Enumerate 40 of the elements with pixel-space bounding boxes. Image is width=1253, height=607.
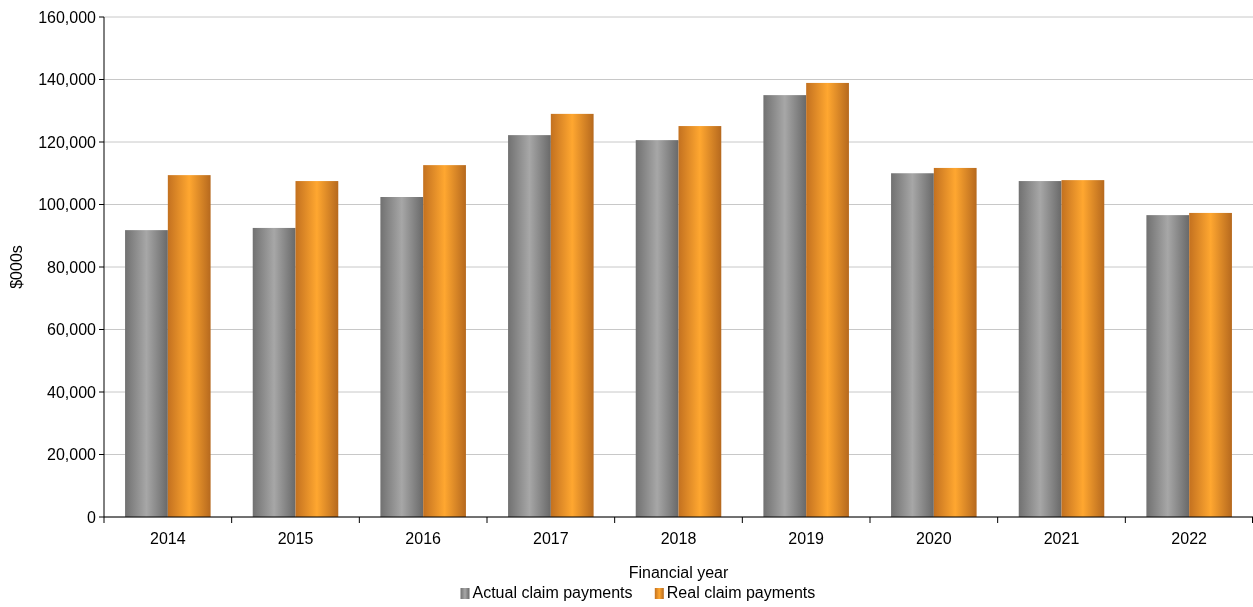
bar (891, 173, 934, 517)
y-tick-label: 20,000 (47, 446, 97, 464)
bar (763, 95, 807, 517)
y-tick-label: 40,000 (47, 383, 97, 401)
y-tick-label: 100,000 (38, 196, 97, 214)
bar (125, 230, 168, 517)
x-tick-label: 2015 (277, 530, 314, 547)
bar (635, 140, 679, 517)
bar (1061, 180, 1105, 517)
x-tick-label: 2021 (1043, 530, 1080, 547)
bar (678, 126, 722, 517)
bar (380, 197, 424, 517)
bar (167, 175, 211, 517)
x-tick-label: 2016 (405, 530, 442, 547)
x-axis-title: Financial year (628, 564, 729, 581)
bar (1018, 181, 1062, 517)
x-tick-label: 2020 (916, 530, 952, 547)
bar (1189, 212, 1232, 517)
legend-label: Real claim payments (666, 584, 816, 601)
legend-label: Actual claim payments (472, 584, 633, 601)
x-tick-label: 2022 (1171, 530, 1208, 547)
x-tick-label: 2019 (788, 530, 825, 547)
bar (508, 135, 551, 517)
bar (550, 113, 594, 517)
y-tick-label: 160,000 (38, 8, 97, 26)
bar (423, 165, 466, 517)
y-tick-label: 80,000 (47, 258, 97, 276)
x-tick-label: 2017 (533, 530, 569, 547)
y-tick-label: 0 (87, 508, 97, 526)
bar (806, 82, 849, 517)
x-tick-label: 2014 (150, 530, 186, 547)
bar (933, 167, 977, 517)
y-tick-label: 120,000 (38, 133, 97, 151)
bar (252, 227, 296, 517)
y-tick-label: 140,000 (38, 71, 97, 89)
y-axis-title: $000s (8, 245, 25, 289)
y-tick-label: 60,000 (47, 321, 97, 339)
bar (295, 181, 339, 517)
x-tick-label: 2018 (660, 530, 697, 547)
bar (1146, 215, 1190, 517)
